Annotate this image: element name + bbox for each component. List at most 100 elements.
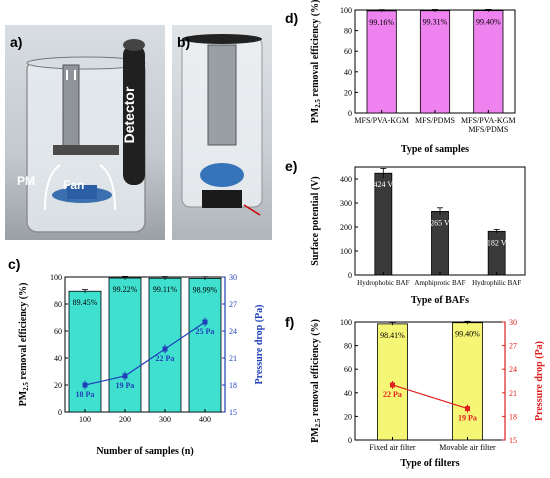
pressure-point <box>122 373 128 379</box>
y2-tick-label: 15 <box>509 436 517 445</box>
y-axis-label: PM2.5 removal efficiency (%) <box>18 283 30 407</box>
y-axis-label: Surface potential (V) <box>310 176 321 265</box>
x-tick-label: 200 <box>119 415 131 424</box>
fan-label: Fan <box>63 178 84 192</box>
x-tick-label: Amphiprotic BAF <box>414 279 465 287</box>
bar-data-label: 99.31% <box>423 18 448 27</box>
airflow-arrow-right-icon <box>99 164 116 211</box>
x-tick-label: 400 <box>199 415 211 424</box>
y2-tick-label: 24 <box>509 365 517 374</box>
x-tick-label: MFS/PVA-KGM <box>354 116 409 125</box>
bar-data-label: 98.99% <box>193 285 218 294</box>
panel-e-label: e) <box>285 158 298 174</box>
x-tick-label: MFS/PDMS <box>415 116 455 125</box>
pressure-point <box>82 382 88 388</box>
bar-data-label: 265 V <box>430 218 450 227</box>
x-tick-label: Fixed air filter <box>369 443 416 452</box>
bar <box>419 10 451 114</box>
y2-axis-label: Pressure drop (Pa) <box>534 341 545 421</box>
bar-data-label: 98.41% <box>380 331 405 340</box>
bar <box>188 277 222 413</box>
y-tick-label: 200 <box>340 223 352 232</box>
bar-data-label: 99.22% <box>113 285 138 294</box>
pressure-data-label: 25 Pa <box>196 327 215 336</box>
y-tick-label: 80 <box>54 300 62 309</box>
y2-tick-label: 21 <box>509 389 517 398</box>
bar <box>108 277 142 413</box>
pm-label: PM <box>17 174 35 188</box>
x-tick-label: Movable air filter <box>439 443 496 452</box>
y-tick-label: 40 <box>344 389 352 398</box>
bar-data-label: 99.40% <box>476 18 501 27</box>
y-axis-label: PM2.5 removal efficiency (%) <box>310 0 322 123</box>
y-tick-label: 100 <box>340 6 352 15</box>
x-tick-label: Hydrophobic BAF <box>357 279 409 287</box>
y2-tick-label: 30 <box>229 273 237 282</box>
pressure-data-label: 22 Pa <box>383 390 402 399</box>
y2-axis-label: Pressure drop (Pa) <box>254 305 265 385</box>
panel-d-label: d) <box>285 10 299 26</box>
bar-data-label: 99.40% <box>455 330 480 339</box>
x-axis-label: Type of filters <box>400 458 459 469</box>
y-tick-label: 0 <box>348 436 352 445</box>
y-tick-label: 100 <box>50 273 62 282</box>
bar <box>473 10 504 114</box>
y2-tick-label: 21 <box>229 354 237 363</box>
airflow-arrow-left-icon <box>44 164 61 211</box>
y-tick-label: 400 <box>340 175 352 184</box>
x-tick-label: MFS/PDMS <box>468 125 508 134</box>
pressure-point <box>202 319 208 325</box>
y-tick-label: 60 <box>344 47 352 56</box>
photo-a-drawing: Detector PM Fan <box>17 39 146 233</box>
y-tick-label: 80 <box>344 342 352 351</box>
pressure-line <box>392 384 468 410</box>
panel-c-label: c) <box>8 256 21 272</box>
y-tick-label: 100 <box>340 247 352 256</box>
y2-tick-label: 27 <box>509 342 517 351</box>
y2-tick-label: 18 <box>509 412 517 421</box>
x-axis-label: Type of samples <box>401 144 469 155</box>
bar-data-label: 424 V <box>374 180 394 189</box>
x-tick-label: 100 <box>79 415 91 424</box>
photo-b-drawing <box>181 34 263 216</box>
airflow-up-icon <box>66 70 76 80</box>
pressure-data-label: 22 Pa <box>156 354 175 363</box>
y-tick-label: 60 <box>54 327 62 336</box>
chart-c: 0 20 40 60 80 100 89.45% 100 99.22% 200 99.11% 300 9… <box>18 273 265 457</box>
detector-device <box>123 45 145 185</box>
x-tick-label: Hydrophilic BAF <box>472 279 521 287</box>
photo-b <box>172 25 272 240</box>
y-tick-label: 40 <box>54 354 62 363</box>
y-tick-label: 60 <box>344 365 352 374</box>
y-axis-label: PM2.5 removal efficiency (%) <box>310 319 322 443</box>
panel-a-label: a) <box>10 34 23 50</box>
chart-e: 0 100 200 300 400 424 V Hydrophobic BAF 265 V Am… <box>310 166 526 306</box>
y-tick-label: 0 <box>58 408 62 417</box>
y2-tick-label: 18 <box>229 381 237 390</box>
panel-b-label: b) <box>177 34 191 50</box>
bar <box>452 322 483 441</box>
y2-tick-label: 30 <box>509 318 517 327</box>
y-tick-label: 20 <box>344 88 352 97</box>
pressure-data-label: 19 Pa <box>116 381 135 390</box>
x-axis-label: Number of samples (n) <box>96 446 193 457</box>
x-axis-label: Type of BAFs <box>411 295 469 306</box>
y-tick-label: 80 <box>344 27 352 36</box>
y-tick-label: 0 <box>348 271 352 280</box>
bar-data-label: 99.11% <box>153 285 178 294</box>
bar <box>68 290 102 413</box>
y2-tick-label: 24 <box>229 327 237 336</box>
pressure-point <box>390 382 395 388</box>
x-tick-label: MFS/PVA-KGM <box>461 116 516 125</box>
photo-a: Detector PM Fan <box>5 25 165 240</box>
x-tick-label: 300 <box>159 415 171 424</box>
pressure-data-label: 19 Pa <box>458 414 477 423</box>
y-tick-label: 100 <box>340 318 352 327</box>
pressure-point <box>162 346 168 352</box>
y-tick-label: 40 <box>344 68 352 77</box>
detector-label: Detector <box>121 86 137 143</box>
pressure-data-label: 18 Pa <box>76 390 95 399</box>
pressure-point <box>465 406 470 412</box>
y2-tick-label: 27 <box>229 300 237 309</box>
y-tick-label: 0 <box>348 109 352 118</box>
